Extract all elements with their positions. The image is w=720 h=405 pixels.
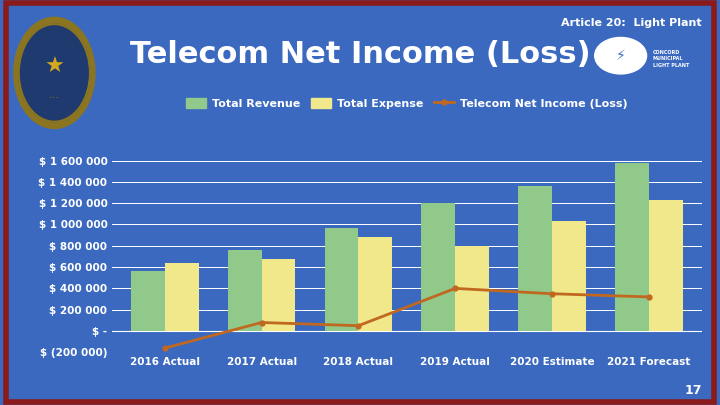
Text: ★: ★ [45,57,64,77]
Bar [518,186,552,331]
Legend: Total Revenue, Total Expense, Telecom Net Income (Loss): Total Revenue, Total Expense, Telecom Ne… [183,95,631,112]
Bar [649,200,683,331]
Bar [455,246,489,331]
Bar [165,263,199,331]
Bar [359,237,392,331]
Bar [261,258,295,331]
Bar [615,163,649,331]
Bar [325,228,359,331]
Text: 17: 17 [685,384,702,397]
Bar [421,203,455,331]
Bar [131,271,165,331]
Text: ⚡: ⚡ [616,49,626,63]
Text: CONCORD
MUNICIPAL
LIGHT PLANT: CONCORD MUNICIPAL LIGHT PLANT [652,50,689,68]
Circle shape [595,37,647,74]
Bar [228,250,261,331]
Text: ···: ··· [49,93,60,103]
Bar [552,221,586,331]
Circle shape [19,24,90,122]
Circle shape [14,17,95,128]
Text: Telecom Net Income (Loss): Telecom Net Income (Loss) [130,40,590,69]
Text: Article 20:  Light Plant: Article 20: Light Plant [562,18,702,28]
